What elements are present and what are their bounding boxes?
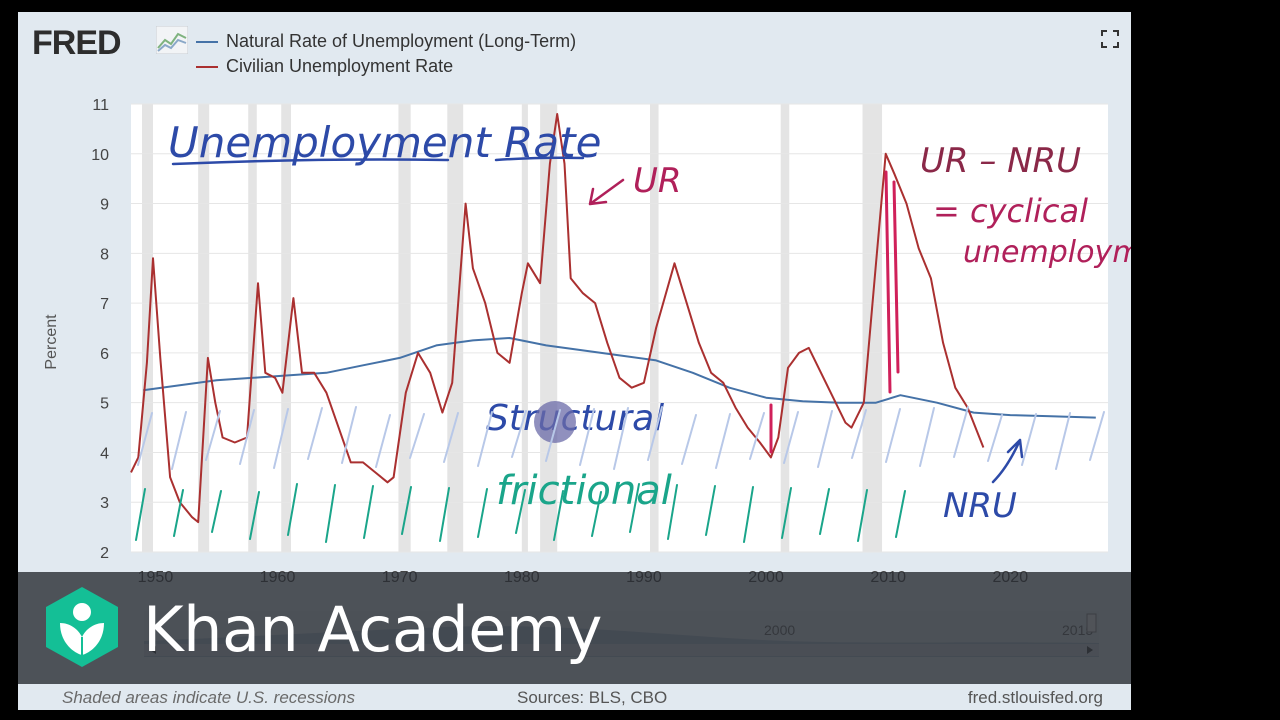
annotation-ur-arrow bbox=[588, 178, 625, 206]
series-line-natural-rate bbox=[143, 337, 1096, 419]
annotation-title-underline bbox=[171, 158, 450, 166]
y-tick-label: 4 bbox=[100, 445, 109, 462]
fullscreen-icon[interactable] bbox=[1101, 30, 1119, 48]
y-tick-label: 5 bbox=[100, 396, 109, 413]
fred-chart-mark-icon bbox=[156, 26, 188, 54]
annotation-formula-3: unemployment bbox=[963, 235, 1131, 270]
recession-band bbox=[447, 104, 464, 552]
annotation-formula-2: = cyclical bbox=[933, 192, 1088, 230]
annotation-title-underline-2 bbox=[494, 156, 585, 162]
recession-band bbox=[281, 104, 291, 552]
legend-label-natural-rate: Natural Rate of Unemployment (Long-Term) bbox=[226, 31, 577, 51]
y-tick-label: 3 bbox=[100, 495, 109, 512]
annotation-ur: UR bbox=[633, 161, 682, 201]
y-tick-label: 9 bbox=[100, 197, 109, 214]
recession-band bbox=[141, 104, 153, 552]
recession-note: Shaded areas indicate U.S. recessions bbox=[62, 688, 355, 707]
fred-logo[interactable]: FRED bbox=[32, 24, 122, 62]
series-line-civilian-rate bbox=[130, 113, 985, 524]
plot-background bbox=[131, 104, 1108, 552]
recession-band bbox=[248, 104, 257, 552]
recession-band bbox=[398, 104, 411, 552]
y-tick-label: 10 bbox=[91, 147, 109, 164]
khan-academy-wordmark: Khan Academy bbox=[143, 593, 602, 666]
site-link[interactable]: fred.stlouisfed.org bbox=[967, 688, 1103, 707]
legend-item-natural-rate[interactable]: Natural Rate of Unemployment (Long-Term) bbox=[196, 31, 576, 52]
annotation-formula-1: UR – NRU bbox=[920, 141, 1081, 181]
legend-swatch-civilian-rate bbox=[196, 66, 218, 69]
recession-band bbox=[780, 104, 790, 552]
y-tick-label: 2 bbox=[100, 545, 109, 562]
khan-academy-logo-icon bbox=[46, 587, 118, 667]
khan-academy-banner bbox=[18, 572, 1131, 684]
y-tick-label: 6 bbox=[100, 346, 109, 363]
recession-band bbox=[650, 104, 659, 552]
annotation-frictional-hatching bbox=[135, 483, 906, 543]
recession-band bbox=[198, 104, 210, 552]
legend-item-civilian-rate[interactable]: Civilian Unemployment Rate bbox=[196, 56, 453, 77]
recession-band bbox=[862, 104, 883, 552]
annotation-nru-arrow bbox=[991, 438, 1024, 484]
recession-band bbox=[521, 104, 528, 552]
y-tick-label: 7 bbox=[100, 296, 109, 313]
annotation-cyclical-marks bbox=[769, 170, 900, 454]
annotation-nru: NRU bbox=[943, 486, 1017, 526]
y-tick-label: 11 bbox=[92, 97, 109, 114]
cursor-pointer-icon bbox=[534, 401, 576, 443]
y-axis-label: Percent bbox=[43, 314, 60, 370]
legend-label-civilian-rate: Civilian Unemployment Rate bbox=[226, 56, 454, 76]
y-tick-label: 8 bbox=[100, 246, 109, 263]
legend-swatch-natural-rate bbox=[196, 41, 218, 44]
annotation-structural-hatching bbox=[137, 406, 1105, 470]
sources-note: Sources: BLS, CBO bbox=[517, 688, 668, 707]
